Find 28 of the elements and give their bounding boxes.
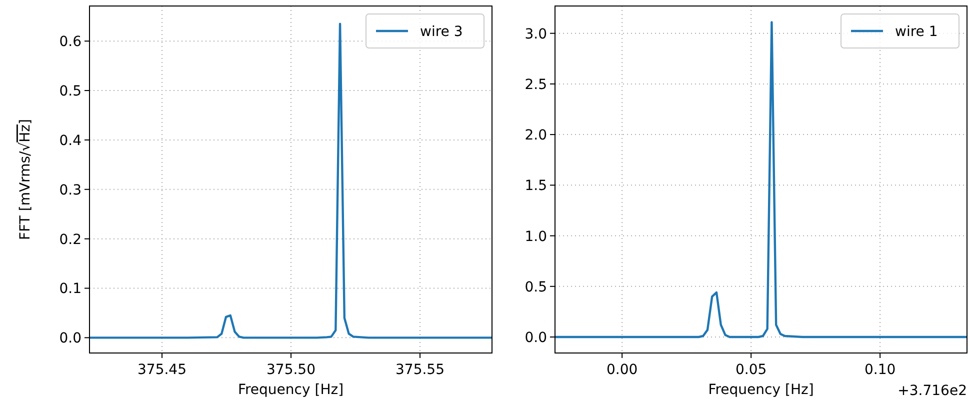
y-tick-label: 1.5 [524,178,547,194]
x-tick-label: 375.50 [266,362,316,378]
y-tick-label: 0.2 [59,232,82,248]
y-tick-label: 2.0 [524,128,547,144]
y-tick-label: 1.0 [524,228,547,245]
legend-label: wire 3 [420,24,463,40]
y-axis-title: FFT [mVrms/√Hz] [18,119,34,240]
y-tick-label: 2.5 [524,76,547,93]
y-tick-label: 0.0 [524,330,547,346]
y-tick-label: 0.5 [524,279,547,296]
legend-label: wire 1 [895,24,938,40]
x-tick-label: 0.10 [864,362,896,378]
x-axis-title: Frequency [Hz] [708,382,814,398]
y-tick-label: 0.3 [59,182,82,198]
x-tick-label: 0.05 [735,362,767,378]
y-tick-label: 0.4 [59,132,82,149]
x-axis-title: Frequency [Hz] [238,382,344,398]
line-series [555,21,967,338]
y-tick-label: 0.0 [59,330,82,347]
y-tick-label: 0.6 [59,34,82,50]
line-series [90,22,492,339]
x-tick-label: 375.45 [138,362,186,378]
y-tick-label: 3.0 [524,26,547,42]
text: +3.716e2 [898,383,967,399]
x-tick-label: 375.55 [396,362,445,378]
y-tick-label: 0.1 [59,281,82,298]
y-tick-label: 0.5 [59,84,82,100]
x-tick-label: 0.00 [606,362,638,378]
